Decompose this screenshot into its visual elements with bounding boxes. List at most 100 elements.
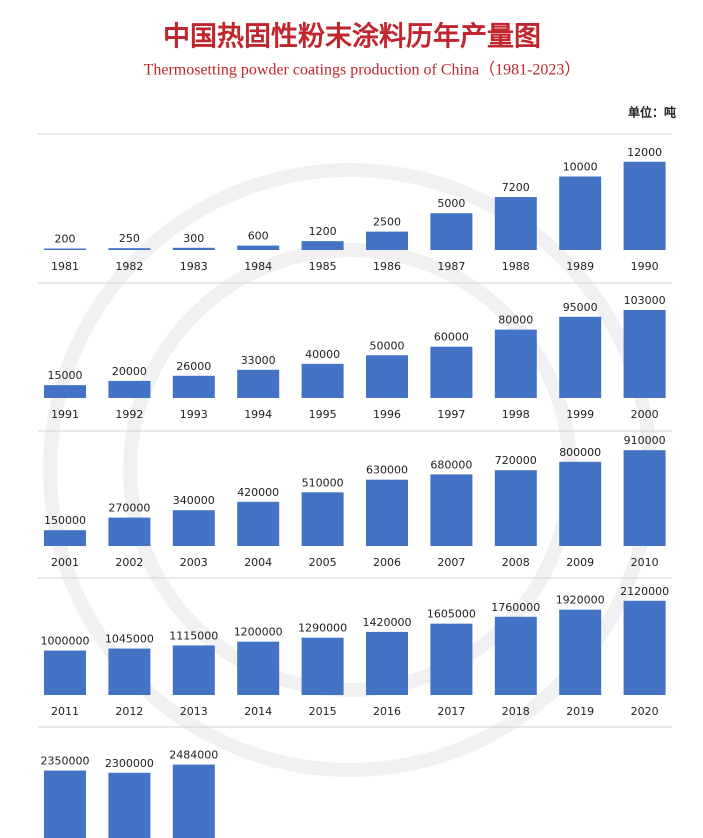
x-tick-label: 1992 <box>115 408 143 421</box>
x-tick-label: 2009 <box>566 556 594 569</box>
bar <box>494 470 537 546</box>
value-label: 1920000 <box>556 594 605 607</box>
x-tick-label: 2008 <box>502 556 530 569</box>
value-label: 720000 <box>495 454 537 467</box>
x-tick-label: 1989 <box>566 260 594 273</box>
bar <box>559 316 602 398</box>
value-label: 60000 <box>434 331 469 344</box>
x-tick-label: 1986 <box>373 260 401 273</box>
value-label: 20000 <box>112 365 147 378</box>
value-label: 1200 <box>309 225 337 238</box>
x-tick-label: 2005 <box>309 556 337 569</box>
bar <box>623 309 666 398</box>
value-label: 270000 <box>108 502 150 515</box>
bar <box>108 648 151 695</box>
subtitle: Thermosetting powder coatings production… <box>144 61 581 79</box>
bar <box>301 492 344 546</box>
value-label: 15000 <box>48 369 83 382</box>
x-tick-label: 1981 <box>51 260 79 273</box>
value-label: 7200 <box>502 181 530 194</box>
value-label: 1000000 <box>41 635 90 648</box>
bar <box>44 385 86 398</box>
bar <box>430 213 473 250</box>
x-tick-label: 2016 <box>373 705 401 718</box>
x-tick-label: 2011 <box>51 705 79 718</box>
x-tick-label: 1998 <box>502 408 530 421</box>
value-label: 300 <box>183 232 204 245</box>
x-tick-label: 2013 <box>180 705 208 718</box>
x-tick-label: 1999 <box>566 408 594 421</box>
value-label: 630000 <box>366 464 408 477</box>
x-tick-label: 2002 <box>115 556 143 569</box>
x-tick-label: 2007 <box>437 556 465 569</box>
value-label: 12000 <box>627 146 662 159</box>
value-label: 103000 <box>624 294 666 307</box>
value-label: 95000 <box>563 301 598 314</box>
value-label: 10000 <box>563 160 598 173</box>
value-label: 40000 <box>305 348 340 361</box>
bar <box>44 530 86 546</box>
bar <box>172 764 215 838</box>
value-label: 1290000 <box>298 622 347 635</box>
x-tick-label: 1985 <box>309 260 337 273</box>
value-label: 1045000 <box>105 633 154 646</box>
x-tick-label: 1987 <box>437 260 465 273</box>
x-tick-label: 2020 <box>631 705 659 718</box>
bar <box>44 770 86 838</box>
bar <box>494 616 537 695</box>
x-tick-label: 1994 <box>244 408 272 421</box>
bar <box>44 650 86 695</box>
bar <box>108 248 151 250</box>
bar <box>494 197 537 250</box>
unit-label: 单位：吨 <box>628 105 676 120</box>
bar <box>301 363 344 398</box>
value-label: 2500 <box>373 216 401 229</box>
x-tick-label: 1984 <box>244 260 272 273</box>
value-label: 2120000 <box>620 585 669 598</box>
bar <box>108 517 151 546</box>
bar <box>301 637 344 695</box>
bar <box>559 609 602 695</box>
value-label: 800000 <box>559 446 601 459</box>
bar <box>430 474 473 546</box>
x-tick-label: 2017 <box>437 705 465 718</box>
bar <box>172 510 215 546</box>
bar <box>366 479 408 546</box>
bar <box>237 245 280 250</box>
value-label: 420000 <box>237 486 279 499</box>
bar <box>301 241 344 250</box>
bar <box>172 247 215 250</box>
value-label: 2484000 <box>169 749 218 762</box>
x-tick-label: 1997 <box>437 408 465 421</box>
value-label: 1200000 <box>234 626 283 639</box>
value-label: 80000 <box>498 314 533 327</box>
value-label: 680000 <box>430 458 472 471</box>
value-label: 2300000 <box>105 757 154 770</box>
x-tick-label: 1996 <box>373 408 401 421</box>
x-tick-label: 2006 <box>373 556 401 569</box>
value-label: 26000 <box>176 360 211 373</box>
x-tick-label: 2019 <box>566 705 594 718</box>
bar <box>623 161 666 250</box>
x-tick-label: 1995 <box>309 408 337 421</box>
bar <box>366 631 408 695</box>
value-label: 1760000 <box>491 601 540 614</box>
x-tick-label: 2003 <box>180 556 208 569</box>
bar <box>172 645 215 695</box>
x-tick-label: 2001 <box>51 556 79 569</box>
value-label: 1115000 <box>169 629 218 642</box>
value-label: 2350000 <box>41 755 90 768</box>
value-label: 50000 <box>370 339 405 352</box>
bar <box>559 461 602 546</box>
x-tick-label: 1983 <box>180 260 208 273</box>
bar <box>494 329 537 398</box>
value-label: 600 <box>248 230 269 243</box>
x-tick-label: 2010 <box>631 556 659 569</box>
x-tick-label: 1993 <box>180 408 208 421</box>
x-tick-label: 2004 <box>244 556 272 569</box>
bar <box>237 501 280 546</box>
x-tick-label: 1982 <box>115 260 143 273</box>
bar <box>366 231 408 250</box>
